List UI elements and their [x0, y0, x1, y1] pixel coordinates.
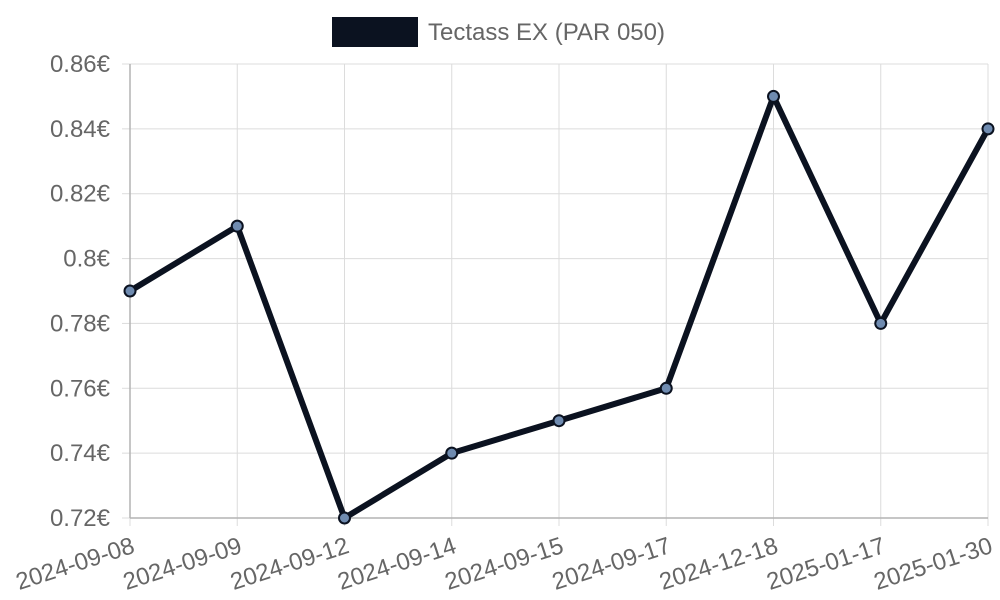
y-axis-ticks: 0.72€ 0.74€ 0.76€ 0.78€ 0.8€ 0.82€ 0.84€ 0.86€: [50, 51, 111, 532]
x-tick-label: 2024-09-17: [549, 532, 674, 596]
y-tick-label: 0.86€: [50, 51, 111, 78]
y-tick-label: 0.78€: [50, 310, 111, 337]
x-tick-label: 2024-09-14: [334, 532, 459, 596]
data-point[interactable]: [230, 219, 244, 233]
x-tick-label: 2025-01-17: [763, 532, 888, 596]
y-tick-label: 0.76€: [50, 375, 111, 402]
data-point[interactable]: [123, 284, 137, 298]
series: [123, 89, 995, 525]
x-tick-label: 2024-09-08: [13, 532, 138, 596]
y-tick-label: 0.8€: [63, 246, 110, 273]
data-point[interactable]: [445, 446, 459, 460]
data-point[interactable]: [767, 89, 780, 103]
legend-label[interactable]: Tectass EX (PAR 050): [428, 19, 665, 46]
data-point[interactable]: [981, 122, 995, 136]
y-tick-label: 0.74€: [50, 440, 111, 467]
legend[interactable]: Tectass EX (PAR 050): [332, 17, 665, 47]
x-tick-label: 2024-09-15: [442, 532, 567, 596]
x-tick-label: 2025-01-30: [871, 532, 996, 596]
y-tick-label: 0.82€: [50, 181, 111, 208]
y-tick-label: 0.72€: [50, 505, 111, 532]
grid: [122, 63, 989, 526]
legend-swatch[interactable]: [332, 17, 418, 47]
x-axis-ticks: 2024-09-082024-09-092024-09-122024-09-14…: [13, 532, 996, 596]
x-tick-label: 2024-09-12: [227, 532, 352, 596]
x-tick-label: 2024-12-18: [656, 532, 781, 596]
data-point[interactable]: [338, 511, 351, 525]
data-point[interactable]: [552, 414, 566, 428]
data-point[interactable]: [874, 316, 888, 330]
y-tick-label: 0.84€: [50, 116, 111, 143]
data-point[interactable]: [659, 381, 673, 395]
x-tick-label: 2024-09-09: [120, 532, 245, 596]
